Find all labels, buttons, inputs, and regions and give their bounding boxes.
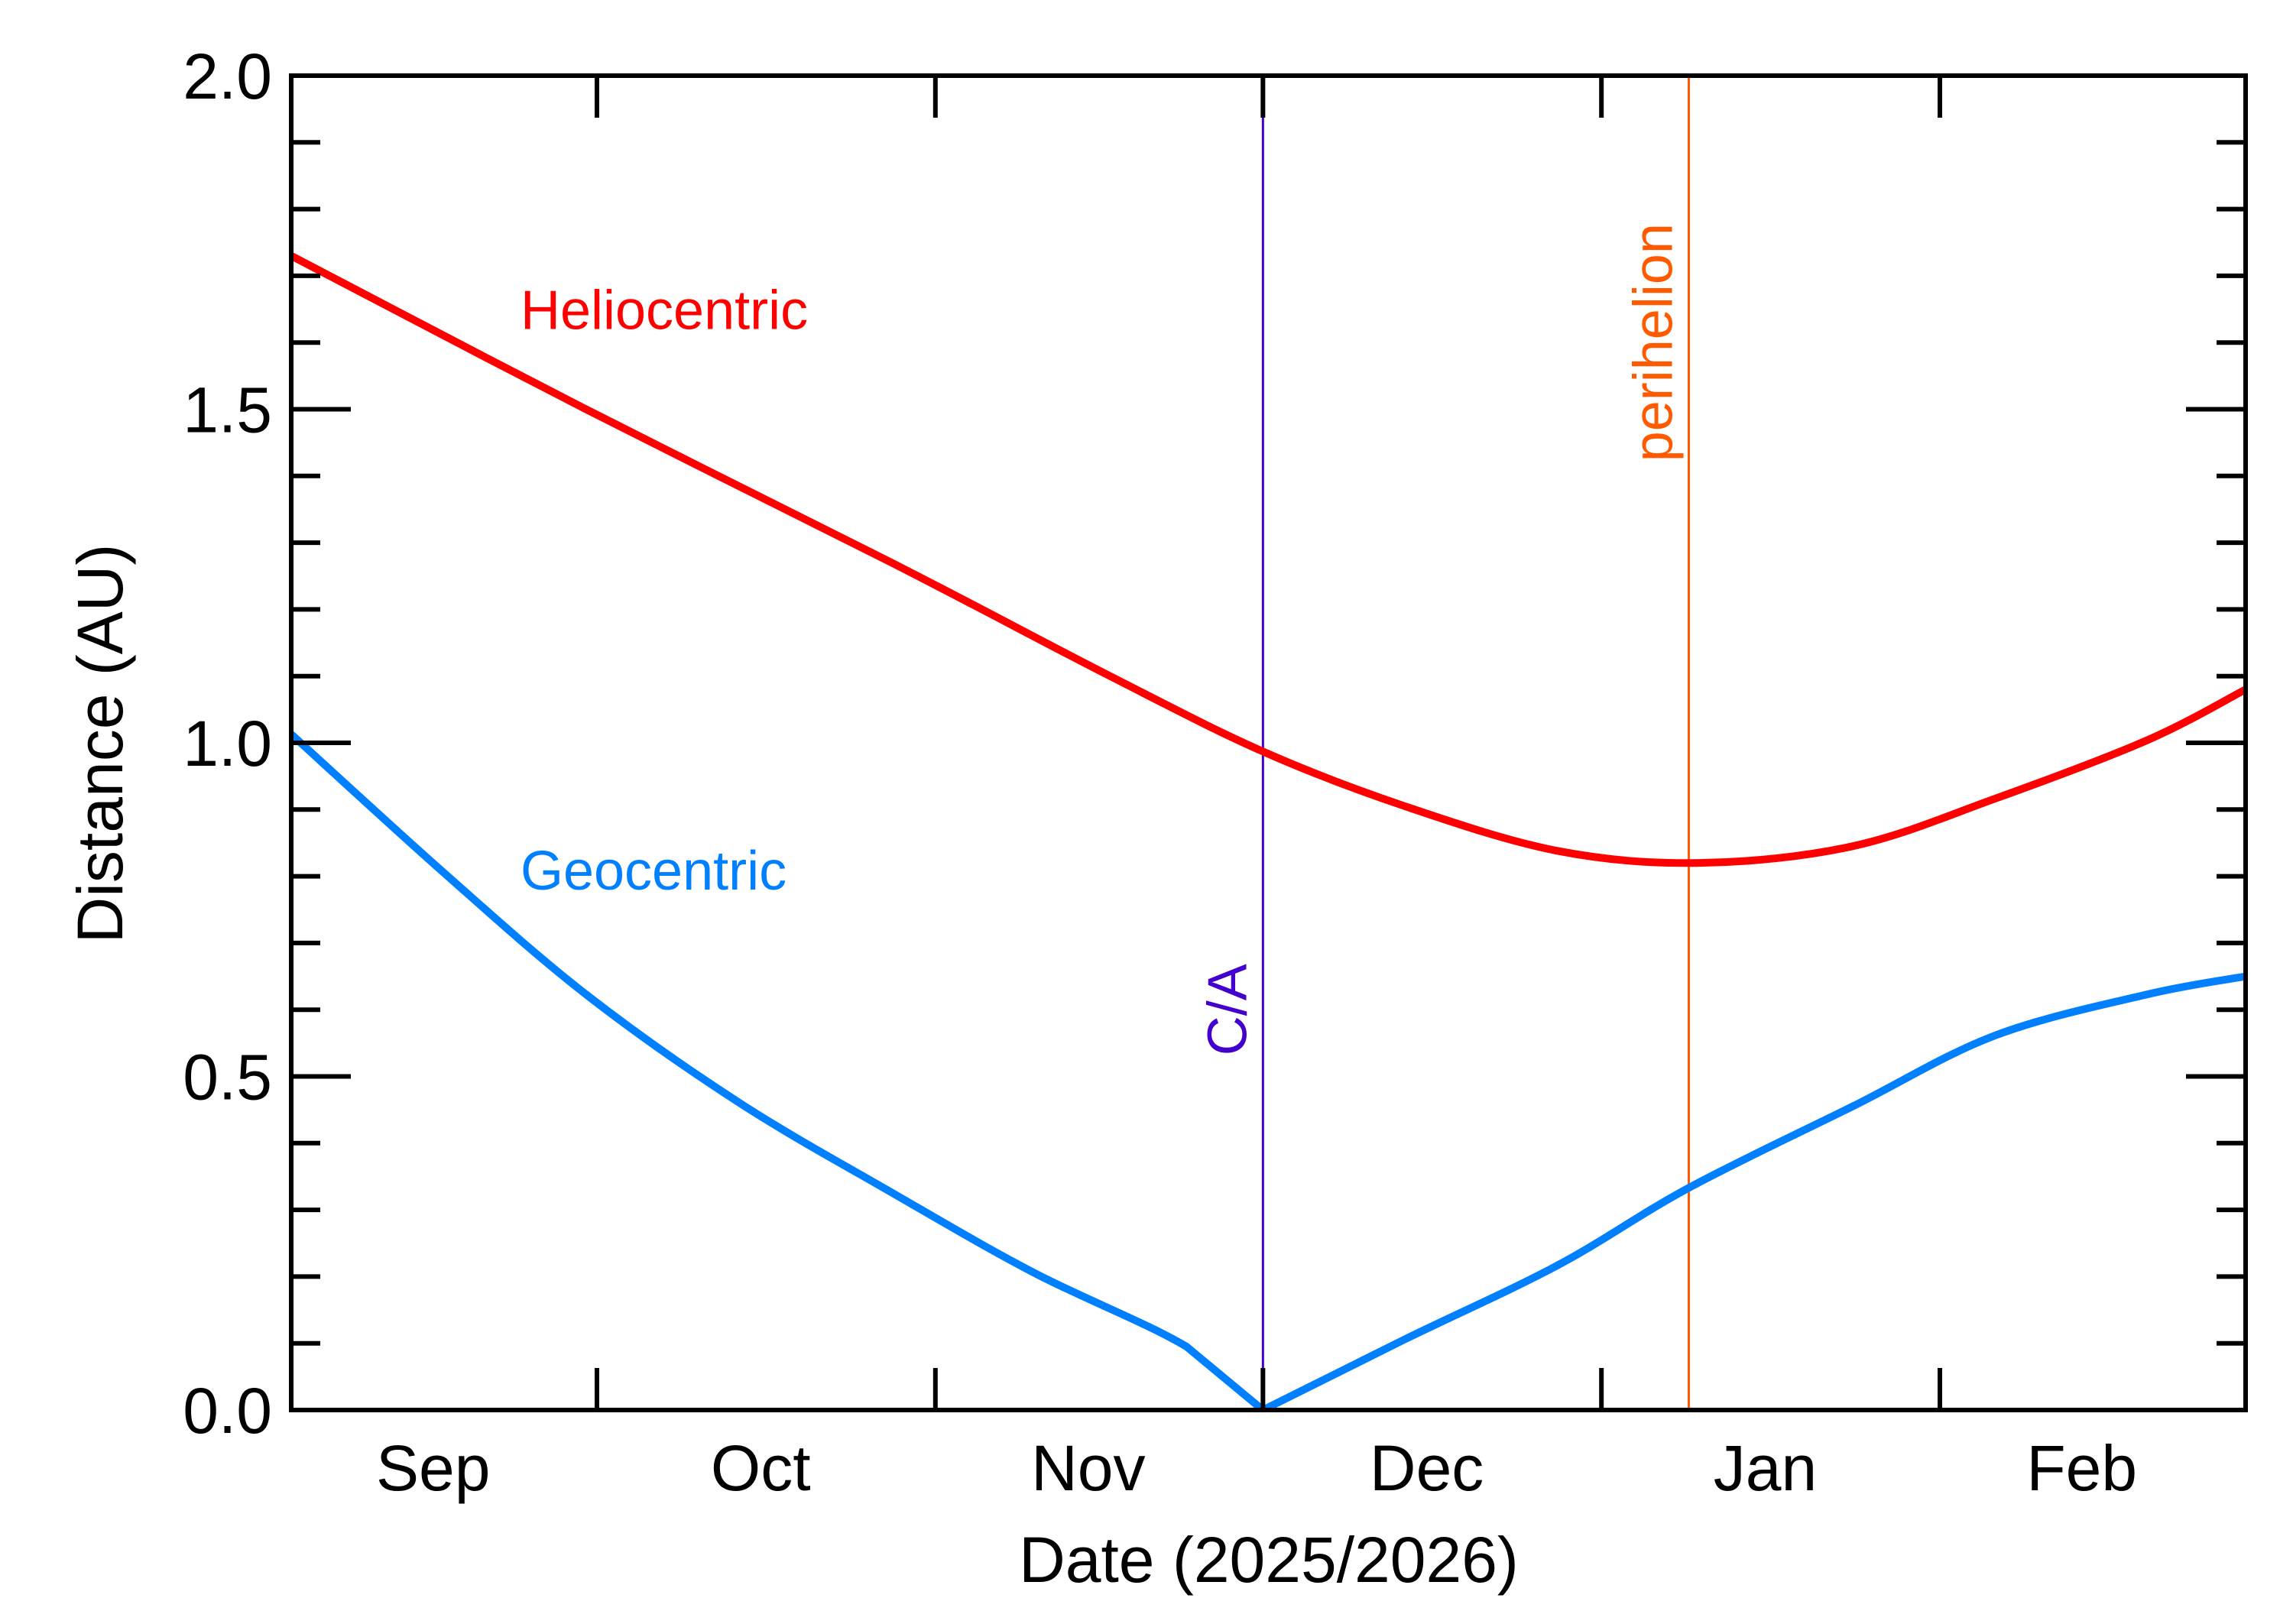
y-tick-label: 1.0 bbox=[183, 708, 272, 780]
y-tick-label: 0.5 bbox=[183, 1042, 272, 1113]
plot-frame bbox=[289, 73, 2248, 1412]
x-tick-label: Dec bbox=[1370, 1432, 1484, 1504]
x-tick-label: Nov bbox=[1031, 1432, 1145, 1504]
series-label: Geocentric bbox=[521, 841, 786, 902]
x-tick-label: Sep bbox=[376, 1432, 490, 1504]
y-axis-title: Distance (AU) bbox=[64, 544, 136, 944]
series-line-heliocentric bbox=[291, 252, 2246, 867]
x-tick-label: Oct bbox=[711, 1432, 811, 1504]
series-line-geocentric bbox=[291, 731, 2246, 1410]
series-label: Heliocentric bbox=[521, 280, 808, 342]
x-axis-title: Date (2025/2026) bbox=[1019, 1524, 1519, 1596]
y-tick-label: 2.0 bbox=[183, 41, 272, 112]
y-tick-label: 0.0 bbox=[183, 1375, 272, 1447]
annotation-label: perihelion bbox=[1623, 223, 1684, 462]
y-tick-label: 1.5 bbox=[183, 374, 272, 446]
x-tick-label: Jan bbox=[1714, 1432, 1817, 1504]
x-tick-label: Feb bbox=[2026, 1432, 2137, 1504]
annotation-label: C/A bbox=[1197, 964, 1258, 1055]
